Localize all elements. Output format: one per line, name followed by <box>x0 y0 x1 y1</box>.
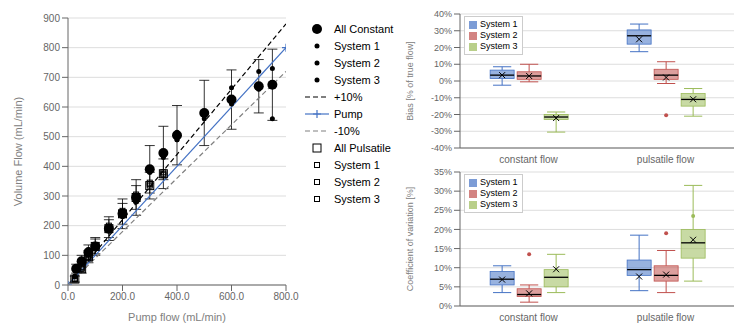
svg-text:35%: 35% <box>434 167 452 177</box>
svg-text:500: 500 <box>43 131 60 142</box>
svg-text:600.0: 600.0 <box>219 291 244 302</box>
svg-text:-40%: -40% <box>431 143 452 153</box>
svg-text:800: 800 <box>43 42 60 53</box>
svg-text:25%: 25% <box>434 205 452 215</box>
html-text:Pump: Pump <box>334 107 363 120</box>
svg-text:20%: 20% <box>434 43 452 53</box>
svg-text:0%: 0% <box>439 301 452 311</box>
html-text:System 1: System 1 <box>334 39 380 52</box>
html-text:System 2: System 2 <box>334 56 380 69</box>
svg-text:-20%: -20% <box>431 110 452 120</box>
svg-text:400: 400 <box>43 161 60 172</box>
html-text:System 1: System 1 <box>334 158 380 171</box>
html-text:System 3: System 3 <box>334 192 380 205</box>
svg-text:200.0: 200.0 <box>110 291 135 302</box>
svg-text:400.0: 400.0 <box>164 291 189 302</box>
svg-text:pulsatile flow: pulsatile flow <box>637 312 695 323</box>
html-text:All Pulsatile: All Pulsatile <box>334 141 391 154</box>
svg-text:5%: 5% <box>439 282 452 292</box>
svg-text:constant flow: constant flow <box>499 312 558 323</box>
svg-text:30%: 30% <box>434 186 452 196</box>
html-text:System 2: System 2 <box>480 30 518 40</box>
html-text:-10%: -10% <box>334 124 360 137</box>
svg-text:300: 300 <box>43 191 60 202</box>
svg-text:pulsatile flow: pulsatile flow <box>637 154 695 165</box>
html-text:System 2: System 2 <box>480 188 518 198</box>
svg-text:0: 0 <box>54 280 60 291</box>
svg-text:0.0: 0.0 <box>61 291 75 302</box>
svg-text:200: 200 <box>43 220 60 231</box>
svg-text:Pump flow (mL/min): Pump flow (mL/min) <box>128 311 226 323</box>
svg-text:40%: 40% <box>434 9 452 19</box>
html-text:System 1: System 1 <box>480 177 518 187</box>
svg-text:Bias [% of true flow]: Bias [% of true flow] <box>405 41 415 121</box>
svg-text:700: 700 <box>43 72 60 83</box>
svg-text:Coefficient of variation [%]: Coefficient of variation [%] <box>405 187 415 291</box>
svg-text:10%: 10% <box>434 263 452 273</box>
svg-text:15%: 15% <box>434 244 452 254</box>
svg-text:0%: 0% <box>439 76 452 86</box>
svg-text:-30%: -30% <box>431 126 452 136</box>
svg-text:600: 600 <box>43 102 60 113</box>
html-text:System 3: System 3 <box>480 41 518 51</box>
html-text:System 3: System 3 <box>480 199 518 209</box>
svg-text:Volume Flow (mL/min): Volume Flow (mL/min) <box>12 97 24 206</box>
svg-text:-10%: -10% <box>431 93 452 103</box>
svg-text:30%: 30% <box>434 26 452 36</box>
html-text:System 2: System 2 <box>334 175 380 188</box>
html-text:System 3: System 3 <box>334 73 380 86</box>
html-text:All Constant: All Constant <box>334 22 394 35</box>
svg-text:20%: 20% <box>434 225 452 235</box>
html-text:System 1: System 1 <box>480 19 518 29</box>
svg-text:constant flow: constant flow <box>499 154 558 165</box>
svg-text:100: 100 <box>43 250 60 261</box>
svg-text:800.0: 800.0 <box>273 291 298 302</box>
svg-text:10%: 10% <box>434 59 452 69</box>
html-text:+10%: +10% <box>334 90 363 103</box>
svg-text:900: 900 <box>43 13 60 24</box>
